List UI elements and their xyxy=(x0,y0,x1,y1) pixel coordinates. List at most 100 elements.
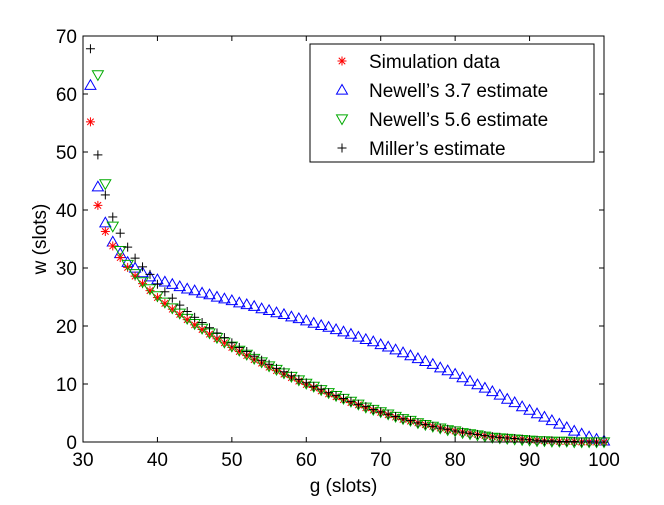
x-tick-label: 40 xyxy=(147,450,168,471)
plus-point xyxy=(450,426,460,436)
plus-point xyxy=(435,423,445,433)
triangle-up-point xyxy=(426,357,440,369)
plus-point xyxy=(547,436,557,446)
plus-point xyxy=(465,428,475,438)
plus-point xyxy=(495,432,505,442)
y-tick-label: 70 xyxy=(56,27,77,48)
triangle-down-point xyxy=(106,221,120,233)
plus-point xyxy=(428,421,438,431)
triangle-up-point xyxy=(419,354,432,367)
plus-point xyxy=(420,420,430,430)
x-tick-label: 70 xyxy=(370,450,391,471)
triangle-up-point xyxy=(508,396,522,408)
plus-point xyxy=(279,367,289,377)
triangle-up-point xyxy=(292,311,306,324)
plus-point xyxy=(286,371,296,381)
plus-point xyxy=(458,427,468,437)
plus-point xyxy=(405,416,415,426)
legend-box xyxy=(309,43,595,163)
plus-point xyxy=(383,409,393,419)
plus-point xyxy=(175,300,185,310)
triangle-up-point xyxy=(218,292,231,304)
triangle-up-point xyxy=(188,284,202,296)
triangle-up-point xyxy=(180,282,194,294)
plus-point xyxy=(346,396,356,406)
plus-point xyxy=(480,431,490,441)
x-axis-label: g (slots) xyxy=(310,476,378,497)
triangle-up-point xyxy=(329,322,343,335)
triangle-up-point xyxy=(485,385,499,397)
plus-point xyxy=(197,318,207,328)
triangle-up-point xyxy=(270,306,283,318)
triangle-up-point xyxy=(560,420,574,433)
triangle-up-point xyxy=(463,374,477,386)
plus-point xyxy=(316,384,326,394)
triangle-up-point xyxy=(225,293,239,306)
plus-point xyxy=(152,279,162,289)
plus-point xyxy=(294,374,304,384)
plus-point xyxy=(532,435,542,445)
triangle-up-point xyxy=(411,351,425,364)
plus-point xyxy=(219,333,229,343)
x-tick-label: 50 xyxy=(221,450,242,471)
plus-point xyxy=(182,307,192,316)
plus-point xyxy=(115,228,125,238)
triangle-up-point xyxy=(538,410,551,422)
legend-entry-simulation: Simulation data xyxy=(337,52,500,73)
triangle-up-point xyxy=(500,392,514,404)
triangle-up-point xyxy=(285,310,298,322)
triangle-up-point xyxy=(381,340,395,352)
triangle-up-point xyxy=(359,332,373,344)
plus-point xyxy=(398,414,408,424)
triangle-up-point xyxy=(366,335,380,347)
series-triangle-up xyxy=(84,78,611,446)
triangle-down-point xyxy=(143,284,157,296)
plus-point xyxy=(361,402,371,412)
legend-asterisk-mark xyxy=(337,56,347,66)
triangle-up-point xyxy=(545,414,559,426)
legend-label-newell-5-6: Newell’s 5.6 estimate xyxy=(369,110,548,131)
triangle-up-point xyxy=(404,349,417,361)
triangle-up-point xyxy=(337,325,350,337)
triangle-up-point xyxy=(374,338,388,350)
plus-point xyxy=(301,378,311,388)
triangle-up-point xyxy=(322,320,335,332)
triangle-up-point xyxy=(396,346,410,358)
plus-point xyxy=(145,269,155,279)
plus-point xyxy=(130,253,140,263)
y-tick-label: 30 xyxy=(56,259,77,280)
plus-point xyxy=(249,351,259,361)
triangle-up-point xyxy=(247,299,261,311)
plus-point xyxy=(234,342,244,352)
triangle-down-point xyxy=(121,259,135,272)
legend-triangle-down-mark xyxy=(335,114,349,126)
plus-point xyxy=(339,394,348,403)
plus-point xyxy=(85,44,95,54)
triangle-up-point xyxy=(173,280,187,292)
triangle-up-point xyxy=(143,270,157,282)
triangle-down-point xyxy=(136,277,149,289)
triangle-down-point xyxy=(91,70,105,82)
plus-point xyxy=(160,287,170,297)
plus-point xyxy=(272,363,282,373)
legend-label-miller: Miller’s estimate xyxy=(369,139,506,160)
triangle-up-point xyxy=(210,290,224,302)
triangle-up-point xyxy=(307,316,321,328)
plus-point xyxy=(100,190,110,200)
triangle-down-point xyxy=(113,245,127,258)
triangle-down-point xyxy=(151,291,164,303)
plus-point xyxy=(227,338,237,348)
x-tick-label: 100 xyxy=(588,450,620,471)
triangle-up-point xyxy=(493,388,507,400)
plus-point xyxy=(413,418,423,428)
plus-point xyxy=(309,381,319,391)
legend-plus-mark xyxy=(337,143,347,153)
asterisk-point xyxy=(108,241,118,251)
plus-point xyxy=(264,359,274,369)
asterisk-point xyxy=(85,117,95,127)
triangle-up-point xyxy=(567,424,581,436)
plus-point xyxy=(569,436,579,446)
legend: Simulation data Newell’s 3.7 estimate Ne… xyxy=(309,43,595,163)
